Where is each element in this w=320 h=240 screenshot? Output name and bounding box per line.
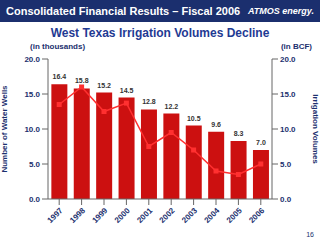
svg-text:15.0: 15.0 [280, 90, 296, 99]
svg-text:2002: 2002 [158, 206, 177, 225]
svg-text:5.0: 5.0 [280, 160, 292, 169]
svg-text:5.0: 5.0 [29, 160, 41, 169]
svg-text:10.0: 10.0 [24, 125, 40, 134]
svg-text:20.0: 20.0 [280, 55, 296, 64]
svg-text:14.5: 14.5 [120, 87, 134, 94]
svg-text:12.8: 12.8 [142, 98, 156, 105]
svg-text:1999: 1999 [90, 206, 109, 225]
svg-text:9.6: 9.6 [211, 121, 221, 128]
svg-text:Irrigation Volumes: Irrigation Volumes [311, 94, 312, 164]
html-text:Consolidated Financial Results: Consolidated Financial Results – Fiscal … [6, 5, 241, 17]
html-text:(in thousands): (in thousands) [30, 42, 86, 51]
svg-text:10.5: 10.5 [187, 115, 201, 122]
svg-text:0.0: 0.0 [280, 195, 292, 204]
svg-text:2004: 2004 [202, 206, 221, 225]
svg-text:10.0: 10.0 [280, 125, 296, 134]
svg-text:20.0: 20.0 [24, 55, 40, 64]
svg-text:8.3: 8.3 [234, 130, 244, 137]
svg-text:2001: 2001 [135, 206, 154, 225]
svg-text:2003: 2003 [180, 206, 199, 225]
svg-text:15.2: 15.2 [97, 82, 111, 89]
svg-text:2000: 2000 [113, 206, 132, 225]
html-text:West Texas Irrigation Volumes: West Texas Irrigation Volumes Decline [50, 26, 270, 40]
html-text:(in BCF): (in BCF) [280, 42, 312, 51]
html-text:ATMOS energy.: ATMOS energy. [248, 6, 314, 16]
svg-text:16.4: 16.4 [53, 73, 67, 80]
svg-text:Number of Water Wells: Number of Water Wells [8, 85, 9, 173]
svg-text:1998: 1998 [68, 206, 87, 225]
svg-text:2005: 2005 [225, 206, 244, 225]
svg-text:1997: 1997 [46, 206, 65, 225]
svg-text:15.8: 15.8 [75, 77, 89, 84]
svg-text:7.0: 7.0 [256, 139, 266, 146]
svg-text:15.0: 15.0 [24, 90, 40, 99]
html-text:16: 16 [306, 231, 314, 238]
svg-text:12.2: 12.2 [165, 103, 179, 110]
svg-text:0.0: 0.0 [29, 195, 41, 204]
svg-text:2006: 2006 [247, 206, 266, 225]
